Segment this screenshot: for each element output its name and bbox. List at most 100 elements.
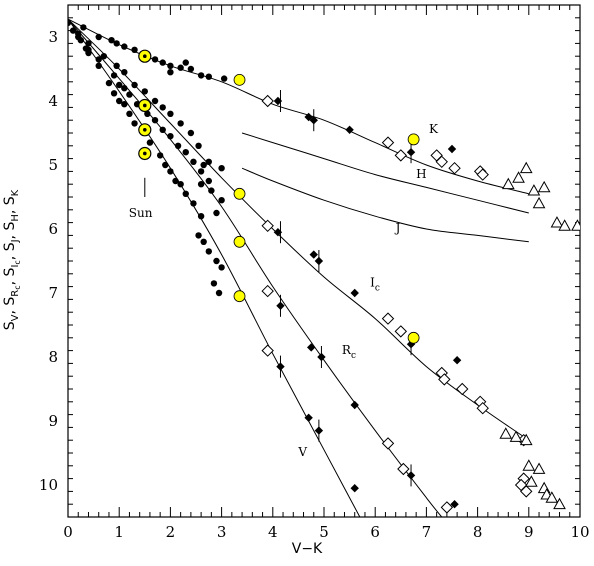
open-triangle-marker — [532, 462, 546, 474]
dot-marker — [162, 161, 169, 169]
open-triangle-marker — [537, 180, 551, 193]
dot-marker — [85, 46, 92, 53]
dot-marker — [100, 53, 108, 60]
x-tick-label: 8 — [473, 523, 483, 541]
open-triangle-marker — [509, 430, 523, 442]
x-tick-label: 10 — [570, 523, 589, 541]
y-tick-label: 4 — [48, 92, 58, 110]
dot-marker — [75, 30, 82, 37]
filled-diamond-marker — [406, 471, 416, 480]
y-tick-label: 7 — [48, 284, 58, 302]
dot-marker — [215, 289, 223, 297]
x-tick-label: 3 — [217, 523, 227, 541]
x-tick-label: 6 — [370, 523, 380, 541]
dot-marker — [177, 181, 184, 188]
dot-marker — [187, 65, 195, 73]
open-triangle-marker — [527, 184, 541, 196]
series-label: Rc — [342, 343, 356, 361]
open-diamond-marker — [438, 373, 451, 386]
fit-curve-S_Ic — [68, 18, 530, 441]
dot-marker — [182, 149, 189, 156]
dot-marker — [159, 104, 166, 111]
filled-diamond-marker — [447, 144, 457, 154]
dot-marker — [197, 168, 205, 175]
dot-marker — [195, 142, 202, 149]
dot-marker — [151, 97, 159, 105]
yellow-marker — [233, 290, 246, 303]
filled-diamond-marker — [350, 400, 359, 410]
filled-diamond-marker — [276, 301, 285, 310]
y-tick-label: 6 — [48, 220, 58, 238]
dot-marker — [208, 187, 215, 194]
fit-curve-S_H — [241, 132, 529, 214]
filled-diamond-marker — [309, 116, 318, 125]
dot-marker — [177, 64, 184, 71]
open-triangle-marker — [545, 491, 559, 503]
open-triangle-marker — [571, 219, 580, 231]
open-diamond-marker — [261, 94, 274, 108]
x-axis-label: V−K — [292, 541, 323, 557]
fit-curve-S_J — [241, 167, 529, 243]
dot-marker — [121, 101, 128, 108]
dot-marker — [105, 79, 113, 87]
series-labels: K H J Ic Rc V Sun — [129, 122, 439, 459]
dot-marker — [167, 133, 174, 140]
open-diamond-marker — [261, 284, 274, 298]
y-tick-label: 8 — [48, 348, 58, 366]
open-triangle-marker — [558, 219, 571, 231]
open-diamond-marker — [435, 155, 448, 169]
yellow-marker — [233, 187, 246, 200]
open-triangle-marker — [501, 177, 515, 190]
open-diamond-marker — [476, 401, 489, 415]
dot-marker — [68, 19, 72, 27]
open-diamond-marker — [261, 344, 274, 357]
yellow-marker — [233, 235, 246, 248]
dot-marker — [141, 88, 148, 95]
filled-diamond-marker — [276, 362, 285, 371]
dot-marker — [116, 97, 123, 105]
open-diamond-marker — [440, 501, 454, 514]
dot-marker — [205, 177, 212, 185]
dot-marker — [85, 40, 92, 47]
x-tick-label: 5 — [319, 523, 329, 541]
filled-diamond-marker — [273, 228, 283, 237]
series-label: Ic — [370, 276, 380, 294]
open-diamond-marker — [448, 161, 461, 175]
dot-marker — [159, 126, 166, 133]
open-diamond-marker — [476, 168, 489, 181]
filled-diamond-marker — [273, 96, 283, 106]
sun-annotation-label: Sun — [129, 206, 153, 220]
sun-marker-center — [143, 103, 147, 108]
dot-marker — [195, 232, 202, 239]
sun-marker-center — [143, 54, 147, 58]
y-tick-label: 10 — [39, 476, 58, 494]
x-tick-label: 4 — [268, 523, 278, 541]
dot-marker — [121, 85, 128, 92]
open-triangle-marker — [553, 497, 566, 510]
fit-curves — [68, 18, 530, 517]
open-diamond-marker — [381, 136, 395, 149]
dot-marker — [126, 110, 133, 118]
x-tick-label: 9 — [524, 523, 534, 541]
dot-marker — [205, 248, 212, 255]
dot-marker — [167, 110, 174, 118]
plot-frame — [67, 4, 581, 518]
dot-marker — [113, 40, 120, 47]
open-triangle-marker — [550, 216, 564, 228]
dot-marker — [174, 142, 182, 149]
dot-marker — [146, 139, 154, 146]
dot-marker — [218, 197, 225, 204]
axis-tick-labels: 0 1 2 3 4 5 6 7 8 9 10 3 4 5 6 7 8 9 10 — [39, 28, 590, 541]
series-label: K — [429, 122, 439, 136]
sun-marker-center — [143, 151, 147, 156]
dot-marker — [182, 190, 189, 197]
filled-diamond-marker — [450, 500, 459, 509]
open-diamond-marker — [381, 312, 395, 325]
dot-marker — [182, 59, 189, 66]
dot-marker — [121, 43, 128, 50]
dot-marker — [200, 161, 207, 169]
dot-marker — [190, 200, 197, 207]
series-label: V — [297, 445, 307, 459]
open-triangle-marker — [499, 427, 513, 439]
